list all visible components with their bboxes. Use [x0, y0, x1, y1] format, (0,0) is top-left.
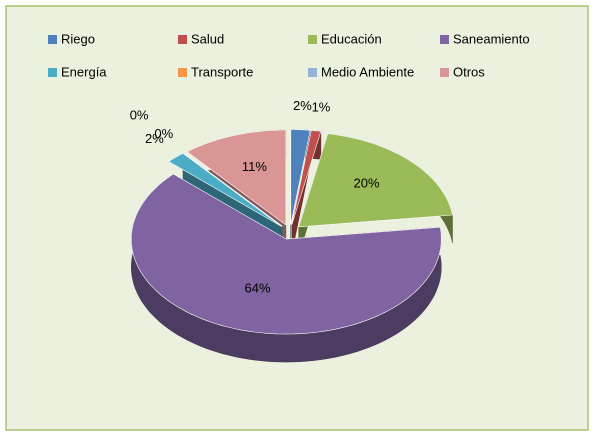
- legend-swatch: [308, 68, 317, 77]
- legend-swatch: [440, 68, 449, 77]
- legend-label: Otros: [453, 64, 485, 79]
- pie-slice: [291, 130, 322, 225]
- pie-slice: [168, 153, 282, 227]
- legend-swatch: [178, 35, 187, 44]
- data-label: 2%: [145, 131, 164, 146]
- pie-slice: [186, 129, 287, 226]
- data-label: 0%: [154, 126, 173, 141]
- data-label: 64%: [245, 281, 271, 296]
- data-label: 1%: [312, 99, 331, 114]
- legend-label: Salud: [191, 31, 224, 46]
- data-label: 2%: [293, 98, 312, 113]
- legend-label: Riego: [61, 31, 95, 46]
- legend-label: Transporte: [191, 64, 253, 79]
- pie-slice: [290, 129, 311, 225]
- data-label: 0%: [130, 108, 149, 123]
- pie-slice: [298, 133, 453, 228]
- legend-label: Medio Ambiente: [321, 64, 414, 79]
- data-label: 20%: [354, 175, 380, 190]
- pie-slice: [183, 152, 283, 227]
- pie-slice: [131, 173, 442, 335]
- legend-label: Energía: [61, 64, 107, 79]
- legend-swatch: [440, 35, 449, 44]
- legend-swatch: [48, 68, 57, 77]
- legend-swatch: [48, 35, 57, 44]
- legend-label: Educación: [321, 31, 382, 46]
- data-label: 11%: [242, 159, 267, 174]
- legend-swatch: [308, 35, 317, 44]
- legend-swatch: [178, 68, 187, 77]
- legend-label: Saneamiento: [453, 31, 530, 46]
